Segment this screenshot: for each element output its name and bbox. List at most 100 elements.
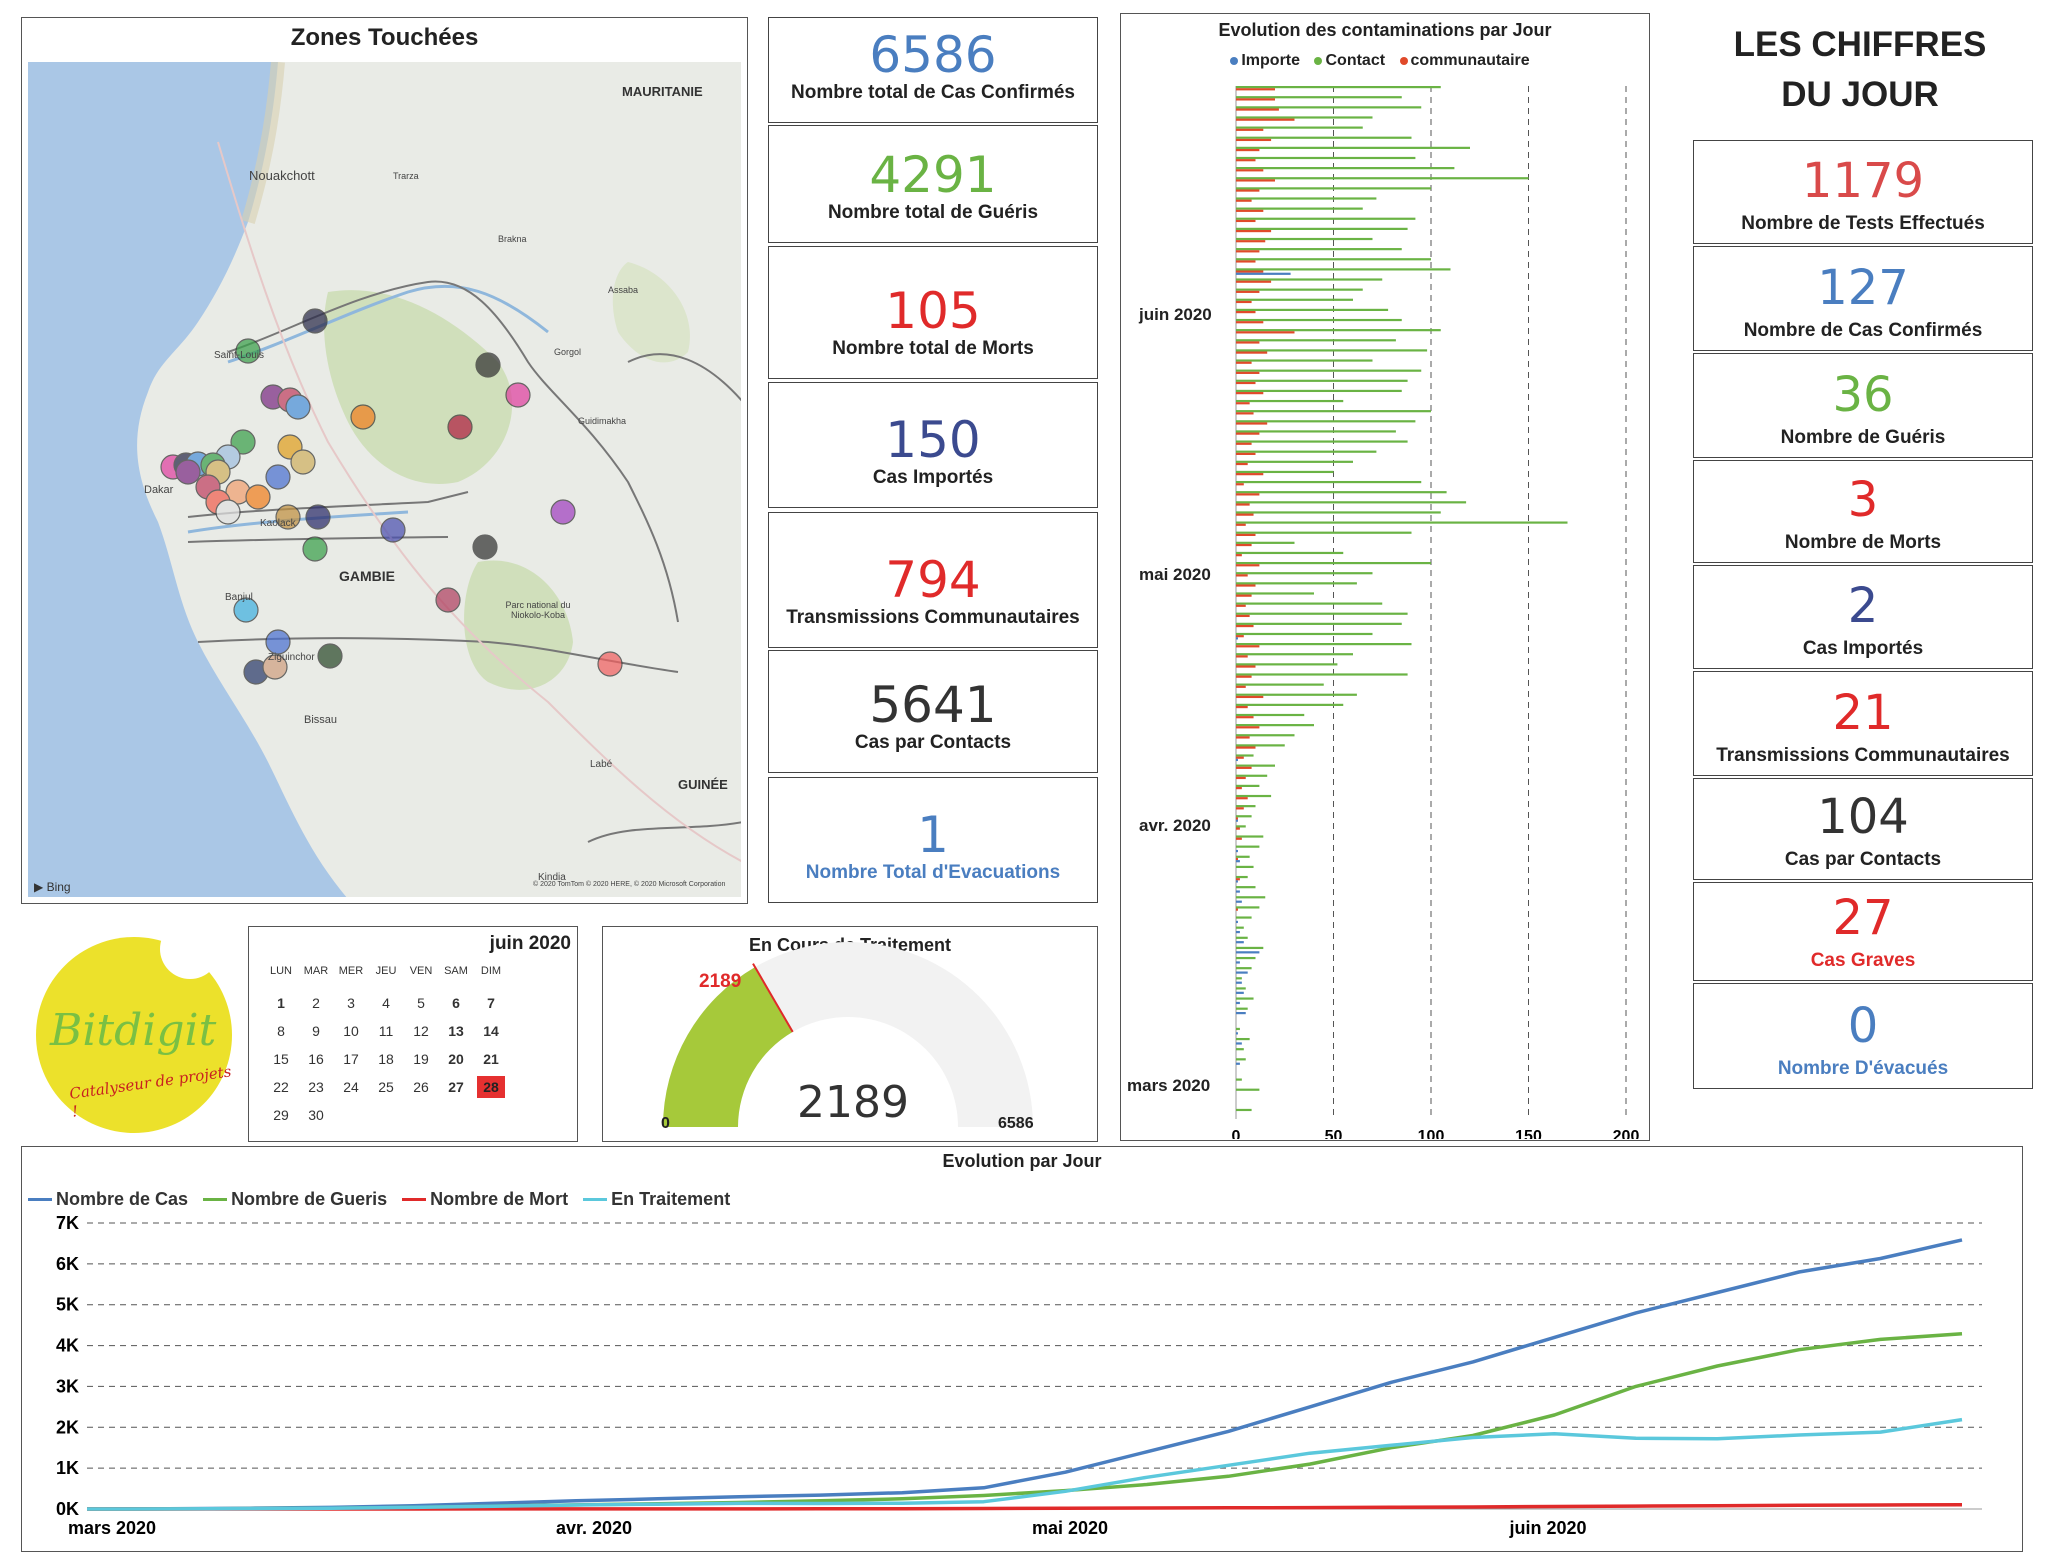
bar-communautaire[interactable] (1236, 746, 1256, 749)
bar-contact[interactable] (1236, 653, 1353, 656)
bar-importe[interactable] (1236, 1042, 1242, 1045)
bar-communautaire[interactable] (1236, 462, 1248, 466)
bar-contact[interactable] (1236, 926, 1244, 929)
calendar-day[interactable]: 23 (308, 1079, 324, 1095)
bar-communautaire[interactable] (1236, 685, 1246, 688)
bar-importe[interactable] (1236, 1011, 1246, 1015)
bar-communautaire[interactable] (1236, 341, 1260, 344)
gauge-panel[interactable]: En Cours de Traitement 2189 2189 0 6586 (602, 926, 1098, 1142)
bar-contact[interactable] (1236, 339, 1396, 342)
bar-communautaire[interactable] (1236, 189, 1260, 192)
bar-communautaire[interactable] (1236, 604, 1246, 607)
bar-communautaire[interactable] (1236, 574, 1248, 577)
calendar-day[interactable]: 2 (312, 995, 320, 1011)
bar-communautaire[interactable] (1236, 837, 1242, 840)
bar-communautaire[interactable] (1236, 452, 1256, 455)
bar-chart-svg[interactable]: 0 50 100 150 200 (1121, 64, 1649, 1139)
bar-communautaire[interactable] (1236, 807, 1244, 810)
bar-contact[interactable] (1236, 298, 1353, 301)
bar-communautaire[interactable] (1236, 311, 1256, 314)
bar-contact[interactable] (1236, 936, 1248, 939)
bar-communautaire[interactable] (1236, 665, 1256, 668)
bar-contact[interactable] (1236, 794, 1272, 798)
total-kpi-card[interactable]: 794 Transmissions Communautaires (768, 512, 1098, 648)
bar-contact[interactable] (1236, 248, 1402, 251)
bar-contact[interactable] (1236, 541, 1295, 544)
bar-communautaire[interactable] (1236, 412, 1254, 415)
bar-communautaire[interactable] (1236, 402, 1250, 405)
bar-communautaire[interactable] (1236, 766, 1252, 769)
bar-contact[interactable] (1236, 744, 1285, 747)
bar-contact[interactable] (1236, 470, 1334, 474)
bar-communautaire[interactable] (1236, 736, 1250, 739)
bar-contact[interactable] (1236, 997, 1254, 1000)
calendar-day[interactable]: 20 (448, 1051, 464, 1067)
legend-gueris[interactable]: Nombre de Gueris (203, 1189, 387, 1210)
calendar-day[interactable]: 4 (382, 995, 390, 1011)
bar-contact[interactable] (1236, 187, 1431, 190)
bar-contact[interactable] (1236, 410, 1431, 413)
daily-kpi-card[interactable]: 3 Nombre de Morts (1693, 460, 2033, 563)
bar-contact[interactable] (1236, 197, 1377, 200)
daily-kpi-card[interactable]: 21 Transmissions Communautaires (1693, 671, 2033, 776)
bar-importe[interactable] (1236, 272, 1291, 275)
bar-communautaire[interactable] (1236, 138, 1272, 142)
calendar[interactable]: juin 2020 LUN MAR MER JEU VEN SAM DIM 1 2 3 4 5 6 7 8 9… (248, 926, 578, 1142)
bar-contact[interactable] (1236, 703, 1344, 706)
bar-contact[interactable] (1236, 217, 1416, 220)
calendar-day[interactable]: 16 (308, 1051, 324, 1067)
bar-contact[interactable] (1236, 349, 1428, 352)
bar-contact[interactable] (1236, 480, 1422, 484)
bar-importe[interactable] (1236, 880, 1238, 883)
bar-importe[interactable] (1236, 849, 1238, 853)
bar-communautaire[interactable] (1236, 432, 1260, 435)
bar-contact[interactable] (1236, 329, 1441, 332)
bar-contact[interactable] (1236, 622, 1402, 625)
bar-communautaire[interactable] (1236, 98, 1275, 101)
bar-communautaire[interactable] (1236, 645, 1260, 648)
bar-contact[interactable] (1236, 167, 1455, 170)
bar-contact[interactable] (1236, 906, 1260, 909)
bar-contact[interactable] (1236, 237, 1373, 241)
bar-contact[interactable] (1236, 318, 1402, 322)
bar-contact[interactable] (1236, 1037, 1250, 1041)
bar-communautaire[interactable] (1236, 250, 1260, 253)
bar-contact[interactable] (1236, 389, 1402, 393)
bar-communautaire[interactable] (1236, 624, 1254, 628)
bar-importe[interactable] (1236, 900, 1242, 903)
bar-communautaire[interactable] (1236, 635, 1244, 638)
bar-contact[interactable] (1236, 663, 1338, 666)
bar-contact[interactable] (1236, 227, 1408, 230)
bar-contact[interactable] (1236, 977, 1242, 980)
bar-importe[interactable] (1236, 637, 1238, 640)
bar-contact[interactable] (1236, 136, 1412, 139)
bar-communautaire[interactable] (1236, 240, 1266, 243)
calendar-day[interactable]: 9 (312, 1023, 320, 1039)
bar-contact[interactable] (1236, 784, 1260, 787)
bar-communautaire[interactable] (1236, 827, 1240, 830)
bar-importe[interactable] (1236, 971, 1248, 974)
bar-contact[interactable] (1236, 713, 1305, 717)
bar-contact[interactable] (1236, 521, 1568, 524)
bar-communautaire[interactable] (1236, 543, 1252, 547)
bar-contact[interactable] (1236, 592, 1314, 595)
bar-contact[interactable] (1236, 1027, 1240, 1031)
bar-contact[interactable] (1236, 855, 1250, 858)
bar-communautaire[interactable] (1236, 726, 1260, 729)
bar-communautaire[interactable] (1236, 290, 1260, 293)
bar-communautaire[interactable] (1236, 655, 1248, 658)
bar-communautaire[interactable] (1236, 756, 1244, 759)
bar-chart-panel[interactable]: Evolution des contaminations par Jour Im… (1120, 13, 1650, 1141)
bar-contact[interactable] (1236, 946, 1264, 950)
bar-communautaire[interactable] (1236, 533, 1256, 537)
bar-communautaire[interactable] (1236, 300, 1252, 304)
bar-contact[interactable] (1236, 754, 1254, 757)
bar-communautaire[interactable] (1236, 554, 1242, 557)
bar-contact[interactable] (1236, 440, 1408, 443)
calendar-day[interactable]: 12 (413, 1023, 429, 1039)
bar-contact[interactable] (1236, 491, 1447, 494)
calendar-day[interactable]: 14 (483, 1023, 499, 1039)
calendar-day[interactable]: 22 (273, 1079, 289, 1095)
bar-communautaire[interactable] (1236, 908, 1238, 911)
bar-contact[interactable] (1236, 460, 1353, 463)
